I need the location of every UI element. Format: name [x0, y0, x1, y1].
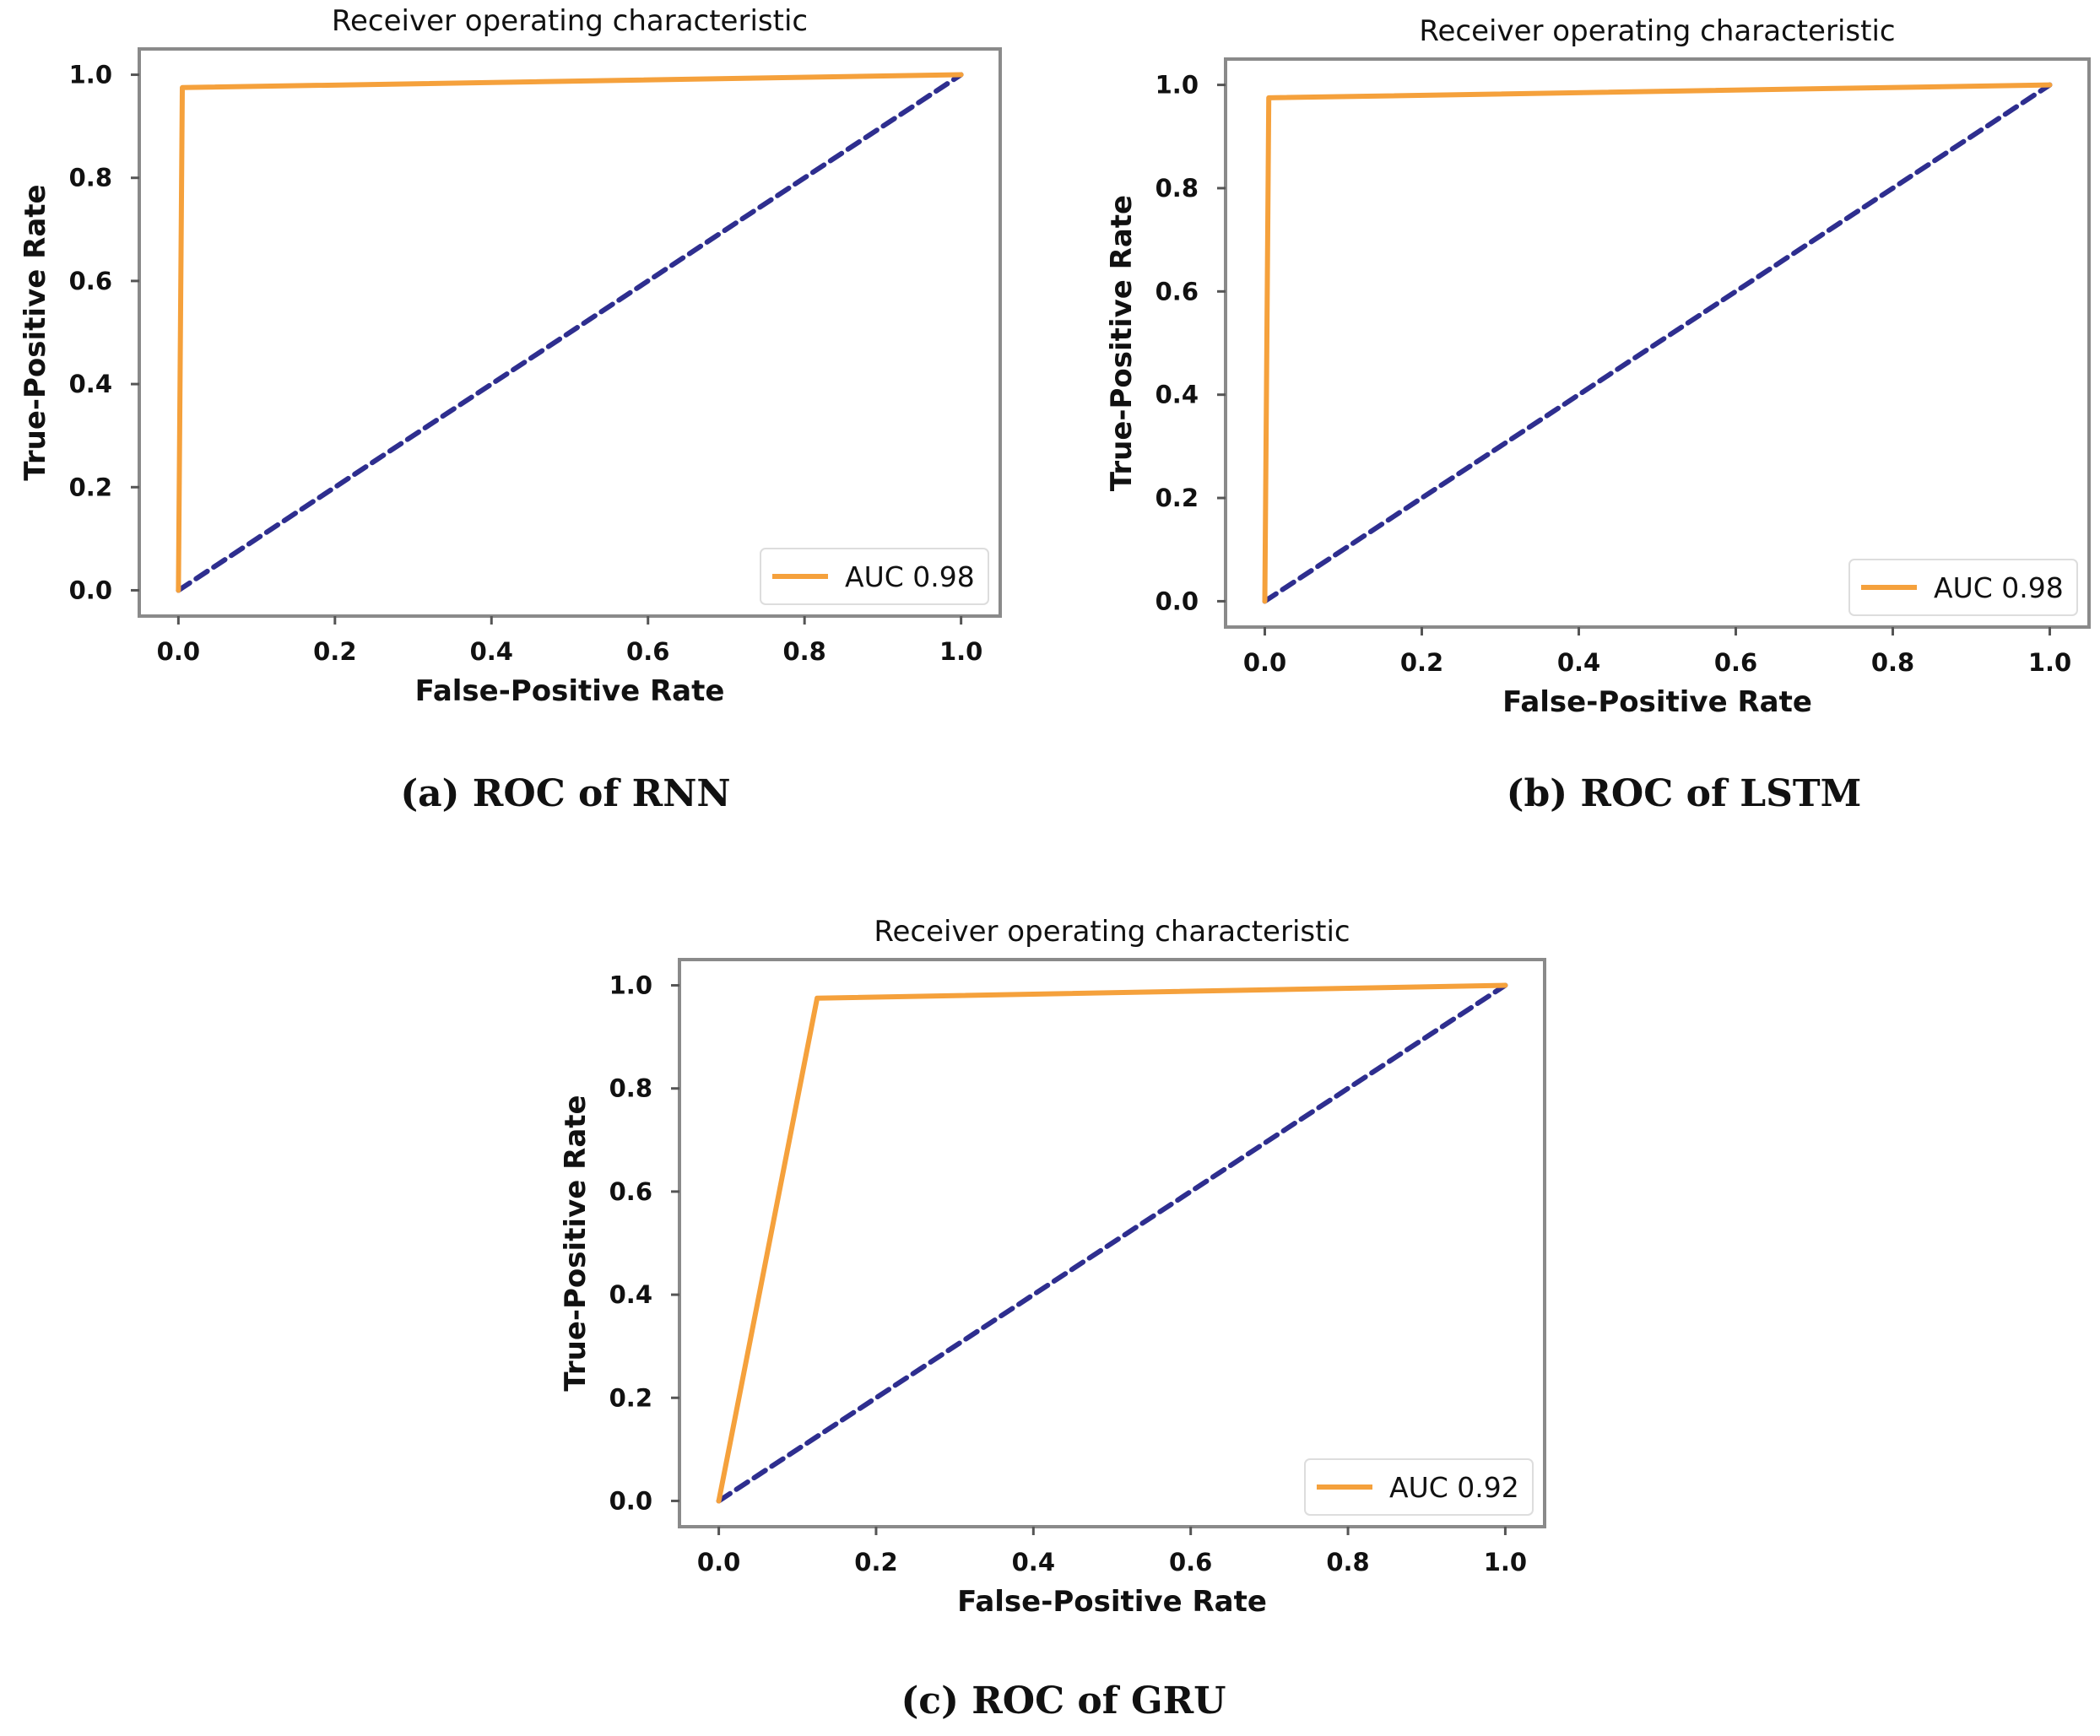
y-tick-label: 1.0	[69, 61, 112, 89]
figure-caption: (a) ROC of RNN	[400, 772, 730, 815]
x-tick-label: 0.6	[626, 637, 669, 666]
y-tick-label: 0.0	[609, 1486, 652, 1515]
figure-caption: (b) ROC of LSTM	[1507, 772, 1862, 815]
roc-curve	[1262, 82, 2053, 604]
x-tick-label: 1.0	[2028, 648, 2071, 677]
x-tick-label: 0.6	[1169, 1548, 1212, 1576]
y-tick-label: 0.8	[69, 164, 112, 192]
y-tick-label: 0.6	[69, 267, 112, 295]
x-tick-label: 0.4	[1012, 1548, 1055, 1576]
legend-label: AUC 0.92	[1389, 1471, 1519, 1504]
x-tick-label: 1.0	[1484, 1548, 1527, 1576]
x-tick-label: 0.2	[854, 1548, 897, 1576]
y-tick-label: 0.6	[609, 1177, 652, 1206]
y-tick-label: 0.4	[609, 1280, 652, 1309]
chart-title: Receiver operating characteristic	[332, 4, 808, 38]
legend: AUC 0.98	[1848, 559, 2078, 616]
x-tick-label: 0.0	[1243, 648, 1286, 677]
legend-label: AUC 0.98	[845, 560, 975, 593]
y-tick-label: 0.0	[69, 576, 112, 604]
x-tick-label: 0.8	[1326, 1548, 1369, 1576]
x-tick-label: 1.0	[939, 637, 982, 666]
legend: AUC 0.98	[760, 548, 989, 605]
legend-box	[760, 548, 989, 605]
chance-line	[716, 982, 1508, 1504]
y-tick-label: 0.4	[69, 370, 112, 398]
x-tick-label: 0.8	[1871, 648, 1914, 677]
y-tick-label: 0.0	[1156, 587, 1199, 615]
roc-chart-2: Receiver operating characteristic 0.0 0.2 0…	[1105, 14, 2091, 815]
y-tick-label: 1.0	[1156, 71, 1199, 100]
chance-line	[176, 72, 964, 593]
legend-box	[1304, 1458, 1534, 1516]
legend: AUC 0.92	[1304, 1458, 1534, 1516]
x-tick-label: 0.4	[1557, 648, 1600, 677]
y-tick-label: 0.2	[1156, 484, 1199, 512]
y-axis-label: True-Positive Rate	[559, 1095, 593, 1391]
x-tick-label: 0.0	[157, 637, 200, 666]
figure-caption: (c) ROC of GRU	[901, 1679, 1226, 1722]
y-tick-label: 1.0	[609, 971, 652, 1000]
roc-chart-1: Receiver operating characteristic 0.0 0.2 0…	[19, 4, 1002, 815]
x-axis-label: False-Positive Rate	[1502, 685, 1812, 719]
legend-label: AUC 0.98	[1934, 571, 2064, 604]
roc-curve	[716, 982, 1508, 1504]
x-tick-label: 0.2	[1400, 648, 1443, 677]
x-tick-label: 0.8	[782, 637, 825, 666]
x-axis-label: False-Positive Rate	[957, 1585, 1267, 1619]
x-tick-label: 0.0	[697, 1548, 740, 1576]
x-axis-label: False-Positive Rate	[415, 674, 725, 708]
chart-title: Receiver operating characteristic	[874, 915, 1350, 949]
y-tick-label: 0.2	[69, 473, 112, 501]
legend-box	[1848, 559, 2078, 616]
x-tick-label: 0.2	[313, 637, 356, 666]
chance-line	[1262, 82, 2053, 604]
y-tick-label: 0.8	[1156, 174, 1199, 203]
x-tick-label: 0.6	[1714, 648, 1757, 677]
y-axis-label: True-Positive Rate	[1105, 195, 1139, 491]
y-tick-label: 0.6	[1156, 277, 1199, 306]
chart-title: Receiver operating characteristic	[1419, 14, 1895, 48]
roc-chart-3: Receiver operating characteristic 0.0 0.2 0…	[559, 915, 1546, 1722]
y-tick-label: 0.4	[1156, 381, 1199, 409]
y-axis-label: True-Positive Rate	[19, 184, 52, 480]
y-tick-label: 0.2	[609, 1383, 652, 1412]
x-tick-label: 0.4	[470, 637, 513, 666]
y-tick-label: 0.8	[609, 1074, 652, 1103]
roc-curve	[176, 72, 964, 593]
